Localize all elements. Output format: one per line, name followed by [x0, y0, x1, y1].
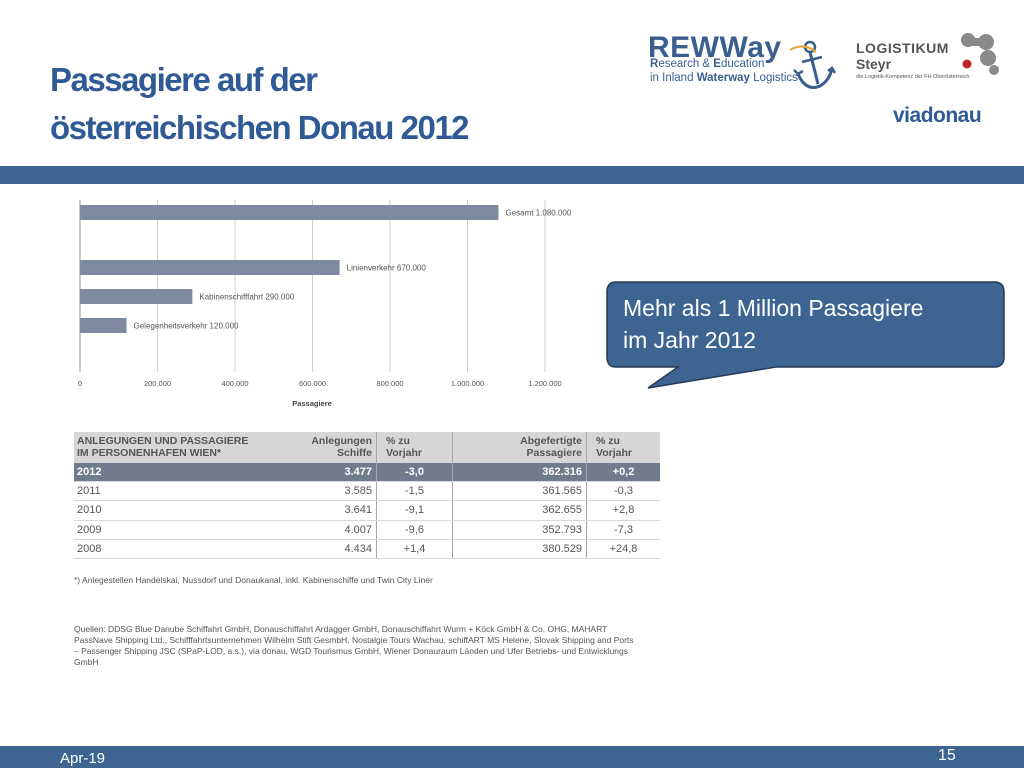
table-header-passengers-change: % zu Vorjahr — [586, 432, 660, 463]
bar — [80, 205, 499, 220]
logistikum-logo: LOGISTIKUM Steyr die Logistik-Kompetenz … — [856, 34, 1006, 84]
table-cell: -3,0 — [376, 463, 453, 483]
table-cell: +0,2 — [586, 463, 660, 483]
x-tick-label: 1.000.000 — [451, 379, 484, 388]
callout-text: Mehr als 1 Million Passagiere im Jahr 20… — [623, 292, 983, 356]
table-cell: 3.641 — [295, 500, 377, 521]
table-header-passengers: Abgefertigte Passagiere — [452, 432, 587, 463]
x-tick-label: 0 — [78, 379, 82, 388]
anchor-icon — [790, 40, 836, 89]
table-cell: 2012 — [74, 463, 295, 483]
rewway-logo: REWWay Research & Education in Inland Wa… — [648, 30, 843, 98]
sources-text: Quellen: DDSG Blue Danube Schiffahrt Gmb… — [74, 624, 634, 667]
bar-data-label: Linienverkehr 670.000 — [347, 264, 427, 273]
table-cell: +2,8 — [586, 500, 660, 521]
rewway-wordmark: REWWay — [648, 31, 782, 64]
callout-bubble — [606, 281, 1005, 389]
passenger-bar-chart: 0 200.000 400.000 600.000 800.000 1.000.000 1.… — [78, 200, 572, 408]
table-header-port: ANLEGUNGEN UND PASSAGIERE IM PERSONENHAFE… — [74, 432, 295, 463]
footer-bar — [0, 746, 1024, 768]
table-cell: 4.434 — [295, 539, 377, 559]
table-cell: 2009 — [74, 520, 295, 540]
x-tick-label: 400.000 — [221, 379, 248, 388]
table-cell: 2008 — [74, 539, 295, 559]
table-cell: +1,4 — [376, 539, 453, 559]
table-cell: 3.585 — [295, 481, 377, 502]
bar — [80, 318, 127, 333]
logistikum-dots-icon — [961, 33, 999, 75]
bar-data-label: Gelegenheitsverkehr 120.000 — [134, 322, 240, 331]
table-cell: -9,1 — [376, 500, 453, 521]
logistikum-tagline: die Logistik-Kompetenz der FH Oberösterr… — [856, 74, 970, 80]
table-row: 2012 3.477 -3,0 362.316 +0,2 — [74, 463, 660, 483]
table-cell: 362.655 — [452, 500, 587, 521]
page-title: Passagiere auf der österreichischen Dona… — [50, 56, 470, 152]
bar — [80, 289, 193, 304]
table-row: 2010 3.641 -9,1 362.655 +2,8 — [74, 500, 660, 521]
x-axis-label: Passagiere — [292, 399, 332, 408]
table-cell: 380.529 — [452, 539, 587, 559]
table-row: 2008 4.434 +1,4 380.529 +24,8 — [74, 539, 660, 559]
table-cell: 2011 — [74, 481, 295, 502]
table-cell: -9,6 — [376, 520, 453, 540]
title-line-1: Passagiere auf der — [50, 61, 318, 98]
header-bar — [0, 166, 1024, 184]
bar-data-label: Kabinenschifffahrt 290.000 — [199, 293, 294, 302]
page-number: 15 — [938, 747, 956, 764]
table-header-landings-change: % zu Vorjahr — [376, 432, 453, 463]
table-header-landings: Anlegungen Schiffe — [295, 432, 377, 463]
logistikum-city: Steyr — [856, 56, 892, 72]
callout-line-2: im Jahr 2012 — [623, 327, 756, 353]
table-cell: 3.477 — [295, 463, 377, 483]
table-cell: 362.316 — [452, 463, 587, 483]
table-cell: 2010 — [74, 500, 295, 521]
table-row: 2009 4.007 -9,6 352.793 -7,3 — [74, 520, 660, 540]
bar-data-label: Gesamt 1.080.000 — [506, 209, 572, 218]
table-cell: -0,3 — [586, 481, 660, 502]
passenger-port-table: ANLEGUNGEN UND PASSAGIERE IM PERSONENHAFE… — [74, 432, 660, 559]
title-line-2: österreichischen Donau 2012 — [50, 109, 470, 146]
logistikum-wordmark: LOGISTIKUM — [856, 40, 949, 56]
footer-date: Apr-19 — [60, 750, 106, 767]
x-tick-label: 600.000 — [299, 379, 326, 388]
x-tick-label: 1.200.000 — [528, 379, 561, 388]
table-cell: 361.565 — [452, 481, 587, 502]
callout-line-1: Mehr als 1 Million Passagiere — [623, 295, 924, 321]
x-tick-label: 200.000 — [144, 379, 171, 388]
table-cell: 4.007 — [295, 520, 377, 540]
rewway-tagline: Research & Education in Inland Waterway … — [650, 58, 798, 84]
table-cell: +24,8 — [586, 539, 660, 559]
table-cell: 352.793 — [452, 520, 587, 540]
table-row: 2011 3.585 -1,5 361.565 -0,3 — [74, 481, 660, 502]
table-cell: -7,3 — [586, 520, 660, 540]
viadonau-logo: viadonau — [893, 104, 982, 127]
table-footnote: *) Anlegestellen Handelskai, Nussdorf un… — [74, 575, 433, 585]
x-tick-label: 800.000 — [376, 379, 403, 388]
table-cell: -1,5 — [376, 481, 453, 502]
bar — [80, 260, 340, 275]
table-header-row: ANLEGUNGEN UND PASSAGIERE IM PERSONENHAFE… — [74, 432, 660, 463]
